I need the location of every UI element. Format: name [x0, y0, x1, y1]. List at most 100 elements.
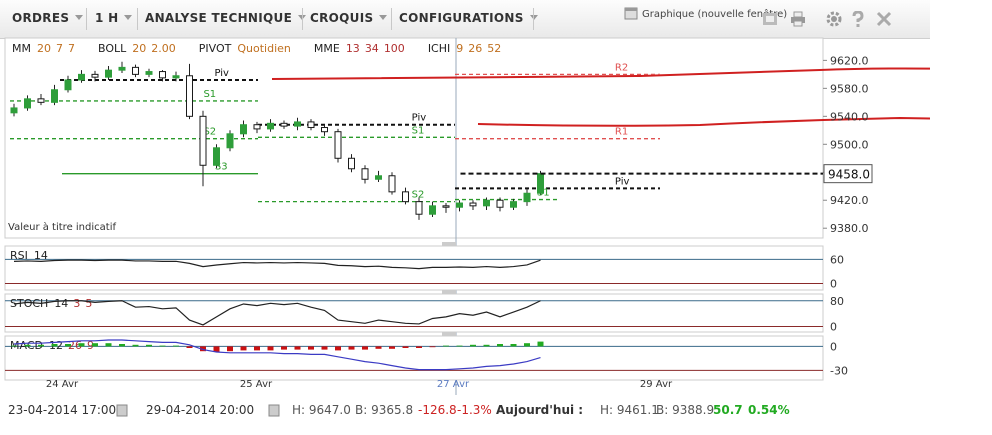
macd-bar	[132, 344, 139, 347]
indicator-param: 20	[132, 42, 146, 55]
candle-body	[186, 75, 193, 117]
candle-body	[172, 75, 180, 79]
calendar-icon[interactable]	[268, 403, 280, 417]
x-tick-label: 24 Avr	[46, 379, 79, 390]
new-window-link[interactable]: Graphique (nouvelle fenêtre)	[642, 9, 788, 20]
last-price-box	[823, 164, 873, 184]
print-icon[interactable]	[790, 11, 806, 27]
candle-body	[51, 89, 58, 103]
candle-body	[348, 157, 355, 170]
period-change: -126.8	[418, 403, 457, 417]
macd-bar	[281, 346, 287, 350]
panel-name: STOCH	[10, 297, 48, 310]
panel-param: 5	[85, 297, 92, 310]
candle-body	[280, 122, 288, 127]
macd-bar	[65, 344, 71, 347]
close-icon[interactable]	[876, 11, 892, 27]
macd-bar	[200, 346, 206, 352]
candle-body	[334, 131, 342, 159]
y-tick-label: 0	[830, 278, 837, 291]
today-label: Aujourd'hui :	[496, 403, 584, 417]
panel-name: RSI	[10, 249, 28, 262]
sketch-lines	[271, 67, 930, 127]
macd-bar	[348, 346, 355, 350]
macd-bar	[24, 344, 31, 347]
menu-sketch[interactable]: CROQUIS	[310, 11, 387, 25]
date-to: 29-04-2014 20:00	[146, 403, 255, 417]
menu-settings[interactable]: CONFIGURATIONS	[399, 11, 538, 25]
indicator-param: 34	[365, 42, 379, 55]
indicator-param: 9	[456, 42, 463, 55]
export-icon[interactable]	[762, 11, 778, 27]
candle-body	[118, 66, 126, 71]
macd-bar	[78, 343, 85, 347]
candle-body	[415, 201, 423, 215]
panel-param: 14	[54, 297, 68, 310]
candle-body	[267, 122, 274, 130]
candle-body	[240, 124, 247, 135]
macd-bar	[92, 343, 98, 347]
macd-bar	[429, 346, 436, 348]
new-window-icon[interactable]	[624, 7, 640, 23]
indicator-param: 7	[56, 42, 63, 55]
help-icon[interactable]	[850, 11, 866, 27]
macd-bar	[443, 345, 449, 347]
settings-icon[interactable]	[826, 11, 842, 27]
pivot-label: Piv	[412, 113, 427, 124]
pivot-label: S3	[215, 162, 228, 173]
separator	[533, 8, 534, 30]
macd-bar	[483, 344, 490, 347]
candle-body	[442, 205, 450, 208]
period-low: B: 9365.8	[355, 403, 414, 417]
y-tick-label: 60	[830, 253, 844, 266]
macd-bar	[186, 346, 193, 348]
separator	[391, 8, 392, 30]
indicator-param: 52	[487, 42, 501, 55]
y-tick-label: 9540.0	[830, 110, 869, 123]
candle-body	[429, 205, 436, 215]
separator	[302, 8, 303, 30]
panel-grip	[442, 242, 456, 246]
candle-body	[537, 173, 544, 194]
x-tick-label: 27 Avr	[437, 379, 470, 390]
candle-body	[496, 199, 504, 208]
pivot-label: S2	[203, 127, 216, 138]
indicator-name: BOLL	[98, 42, 127, 55]
indicator-panel	[4, 335, 824, 381]
candle-body	[402, 191, 409, 203]
menu-analysis[interactable]: ANALYSE TECHNIQUE	[145, 11, 306, 25]
sketch-line	[477, 116, 930, 127]
macd-bar	[321, 346, 328, 350]
period-high: H: 9647.0	[292, 403, 351, 417]
candle-body	[91, 73, 99, 78]
today-change: 50.7	[713, 403, 743, 417]
y-tick-label: 80	[830, 295, 844, 308]
macd-bar	[335, 346, 341, 351]
macd-bar	[119, 344, 125, 347]
candle-body	[321, 127, 328, 133]
menu-orders[interactable]: ORDRES	[12, 11, 83, 25]
candle-body	[469, 202, 477, 207]
candle-body	[24, 98, 31, 109]
panel-grip	[442, 332, 456, 336]
macd-bar	[159, 345, 166, 347]
candle-body	[361, 168, 369, 180]
today-change-pct: 0.54%	[748, 403, 790, 417]
macd-bar	[524, 343, 530, 347]
macd-bar	[308, 346, 314, 350]
indicator-line	[13, 339, 541, 371]
y-tick-label: 9500.0	[830, 138, 869, 151]
calendar-icon[interactable]	[116, 403, 128, 417]
indicator-name: MME	[314, 42, 340, 55]
macd-bar	[227, 346, 233, 352]
macd-bar	[213, 346, 220, 352]
candle-body	[523, 192, 531, 203]
note: Valeur à titre indicatif	[8, 221, 116, 233]
indicator-param: 20	[37, 42, 51, 55]
candle-body	[483, 199, 490, 207]
candle-body	[64, 79, 72, 91]
pivot-label: S1	[203, 89, 216, 100]
last-price-label: 9458.0	[828, 168, 870, 182]
menu-interval[interactable]: 1 H	[95, 11, 132, 25]
